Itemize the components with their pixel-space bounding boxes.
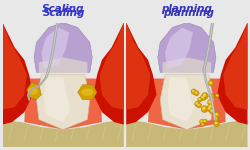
Polygon shape <box>223 22 248 110</box>
Circle shape <box>191 89 196 94</box>
Circle shape <box>208 100 212 103</box>
Polygon shape <box>126 120 248 147</box>
Polygon shape <box>27 82 41 100</box>
Circle shape <box>203 93 206 97</box>
Circle shape <box>209 81 212 84</box>
Circle shape <box>201 123 205 127</box>
Circle shape <box>198 98 200 100</box>
Circle shape <box>196 102 198 105</box>
Polygon shape <box>160 75 214 130</box>
Polygon shape <box>94 22 124 125</box>
Circle shape <box>202 92 208 99</box>
Circle shape <box>204 120 206 122</box>
Circle shape <box>214 121 220 127</box>
Polygon shape <box>44 77 70 122</box>
Text: planning: planning <box>163 8 214 18</box>
Circle shape <box>206 106 212 112</box>
Polygon shape <box>39 57 88 74</box>
Circle shape <box>214 112 220 118</box>
Circle shape <box>210 109 213 112</box>
Polygon shape <box>165 27 193 69</box>
Circle shape <box>202 107 205 110</box>
Circle shape <box>215 113 218 116</box>
Circle shape <box>209 108 215 114</box>
Polygon shape <box>217 22 248 125</box>
Circle shape <box>214 117 217 120</box>
Text: Scaling: Scaling <box>42 4 84 14</box>
Polygon shape <box>168 77 194 122</box>
Circle shape <box>201 96 204 99</box>
Circle shape <box>208 103 214 111</box>
Circle shape <box>215 94 219 98</box>
Circle shape <box>196 103 202 108</box>
Text: Scaling: Scaling <box>42 8 85 18</box>
Circle shape <box>201 106 208 112</box>
Circle shape <box>192 90 194 92</box>
Polygon shape <box>162 57 211 74</box>
Circle shape <box>208 99 214 106</box>
Text: planning: planning <box>162 4 212 14</box>
Polygon shape <box>2 22 33 125</box>
Polygon shape <box>36 75 90 130</box>
Polygon shape <box>126 22 150 110</box>
Polygon shape <box>41 27 69 69</box>
Circle shape <box>202 123 203 125</box>
Circle shape <box>214 114 217 116</box>
Ellipse shape <box>28 87 38 95</box>
Circle shape <box>197 104 200 106</box>
Circle shape <box>214 122 218 124</box>
Polygon shape <box>34 22 92 72</box>
Circle shape <box>208 80 214 86</box>
Circle shape <box>195 101 200 106</box>
Circle shape <box>216 94 218 96</box>
Circle shape <box>213 113 218 118</box>
Ellipse shape <box>81 88 94 96</box>
Circle shape <box>208 105 212 108</box>
Circle shape <box>198 97 202 102</box>
Circle shape <box>208 107 210 110</box>
Circle shape <box>194 91 199 96</box>
Polygon shape <box>126 22 156 125</box>
Circle shape <box>195 91 197 94</box>
Circle shape <box>209 94 214 99</box>
Polygon shape <box>2 120 124 147</box>
Polygon shape <box>158 22 216 72</box>
Circle shape <box>210 94 212 97</box>
Polygon shape <box>2 22 27 110</box>
Polygon shape <box>24 78 102 130</box>
Polygon shape <box>148 78 226 130</box>
Circle shape <box>200 120 202 123</box>
Circle shape <box>203 119 207 124</box>
Circle shape <box>200 95 206 101</box>
Polygon shape <box>78 85 97 100</box>
Polygon shape <box>100 22 124 110</box>
Circle shape <box>200 119 204 124</box>
Circle shape <box>213 116 219 122</box>
